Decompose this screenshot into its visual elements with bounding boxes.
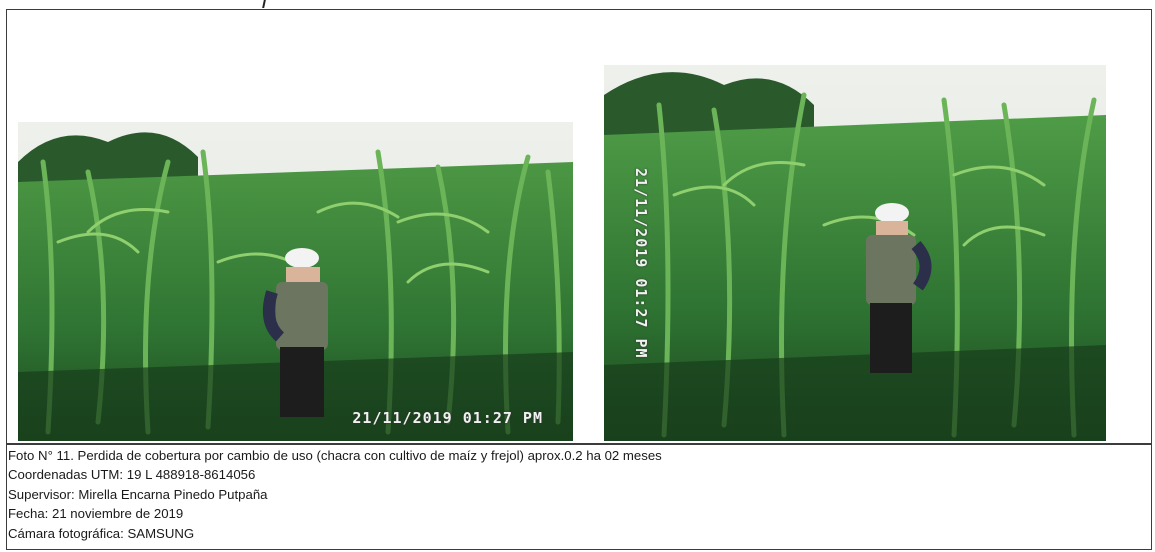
caption-divider bbox=[6, 443, 1152, 445]
photo-caption: Foto N° 11. Perdida de cobertura por cam… bbox=[8, 446, 1148, 543]
photo-timestamp: 21/11/2019 01:27 PM bbox=[352, 409, 543, 427]
top-edge-mark bbox=[262, 0, 266, 8]
caption-supervisor: Supervisor: Mirella Encarna Pinedo Putpa… bbox=[8, 486, 268, 502]
field-photo-right-image bbox=[604, 65, 1106, 441]
caption-title: Foto N° 11. Perdida de cobertura por cam… bbox=[8, 448, 662, 463]
photo-timestamp-rotated: 21/11/2019 01:27 PM bbox=[632, 168, 650, 359]
field-photo-left: 21/11/2019 01:27 PM bbox=[18, 122, 573, 441]
caption-date: Fecha: 21 noviembre de 2019 bbox=[8, 506, 184, 522]
field-photo-left-image bbox=[18, 122, 573, 441]
caption-coordinates: Coordenadas UTM: 19 L 488918-8614056 bbox=[8, 467, 256, 483]
caption-camera: Cámara fotográfica: SAMSUNG bbox=[8, 525, 195, 541]
field-photo-right: 21/11/2019 01:27 PM bbox=[604, 65, 1106, 441]
